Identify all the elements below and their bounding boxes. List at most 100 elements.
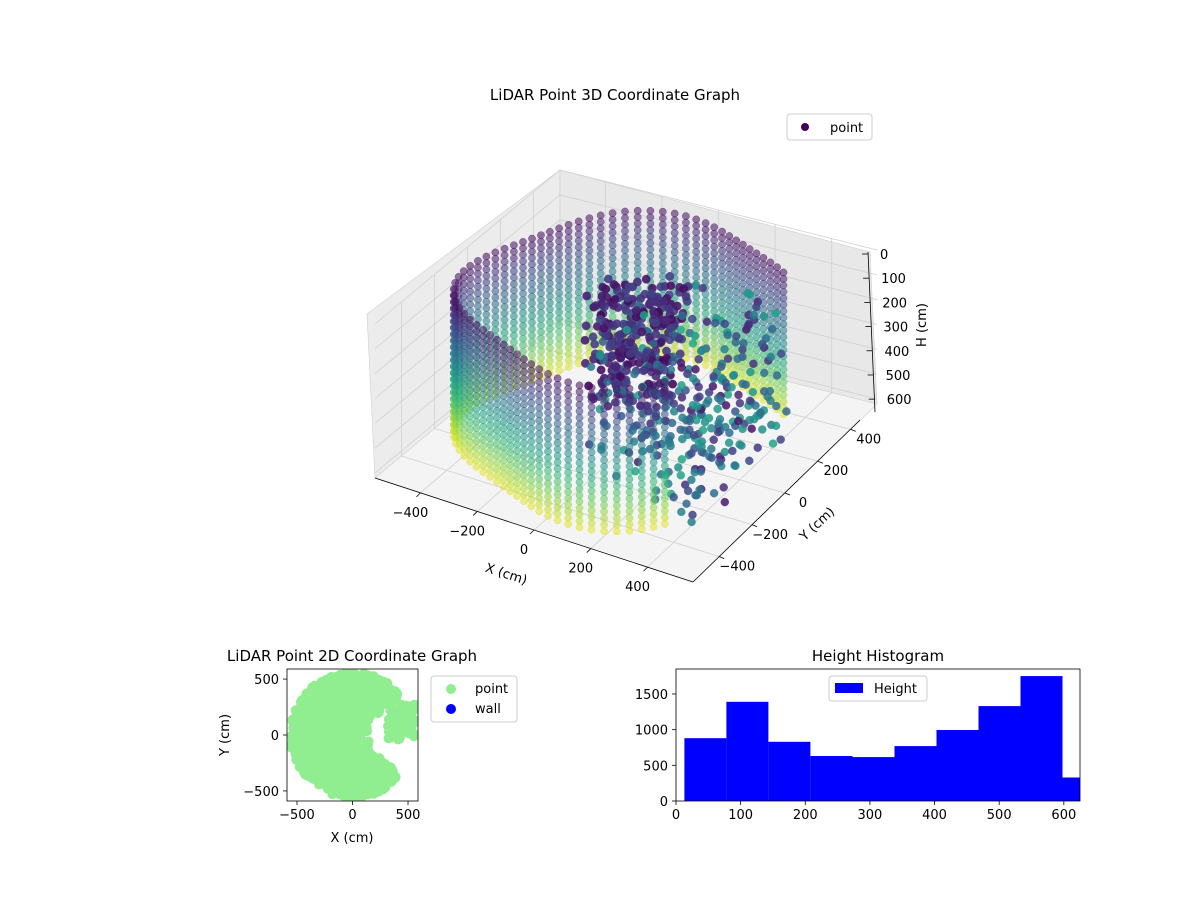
chart-3d-point bbox=[528, 266, 536, 275]
chart-2d-point bbox=[341, 742, 352, 753]
chart-3d-point bbox=[535, 468, 544, 477]
chart-3d-point bbox=[696, 467, 706, 476]
chart-3d-point bbox=[670, 241, 679, 250]
chart-3d-point bbox=[585, 240, 594, 248]
chart-3d-point bbox=[692, 490, 702, 500]
chart-3d-point bbox=[759, 266, 768, 275]
chart-3d-point bbox=[719, 483, 728, 492]
chart-3d-point bbox=[701, 258, 710, 266]
chart-3d-point bbox=[527, 411, 536, 420]
chart-3d-legend-marker bbox=[801, 123, 809, 131]
chart-3d-point bbox=[564, 384, 573, 393]
chart-2d-point bbox=[353, 792, 364, 801]
chart-3d-point bbox=[520, 400, 528, 409]
chart-3d-point bbox=[625, 397, 634, 406]
chart-3d-xtick bbox=[529, 529, 535, 535]
chart-3d-point bbox=[657, 337, 666, 347]
chart-3d-point bbox=[499, 482, 508, 491]
chart-3d-point bbox=[574, 230, 583, 239]
chart-3d-point bbox=[600, 527, 608, 535]
chart-3d-point bbox=[773, 269, 781, 278]
chart-3d-point bbox=[553, 426, 562, 434]
chart-3d-point bbox=[537, 328, 545, 336]
chart-3d-point bbox=[499, 405, 508, 413]
chart-3d-point bbox=[535, 397, 544, 406]
chart-3d-point bbox=[660, 442, 669, 451]
chart-3d-point bbox=[642, 348, 651, 358]
chart-3d-point bbox=[670, 222, 679, 231]
chart-3d-point bbox=[676, 404, 686, 413]
chart-3d-point bbox=[519, 257, 527, 266]
chart-3d-point bbox=[506, 416, 515, 425]
chart-3d-point bbox=[486, 350, 494, 359]
chart-3d-point bbox=[472, 437, 481, 446]
chart-3d-xtick-label: 200 bbox=[568, 562, 593, 577]
chart-3d-point bbox=[710, 358, 719, 367]
chart-3d-point bbox=[714, 418, 723, 428]
chart-3d-point bbox=[510, 338, 518, 346]
chart-3d-point bbox=[564, 227, 573, 236]
chart-3d-point bbox=[544, 505, 552, 514]
chart-3d-point bbox=[555, 340, 563, 349]
chart-3d-point bbox=[637, 506, 646, 514]
chart-3d-point bbox=[728, 446, 737, 456]
chart-3d-point bbox=[649, 419, 658, 428]
chart-3d-gridline-z bbox=[374, 169, 878, 325]
chart-3d-point bbox=[479, 435, 488, 444]
chart-3d-point bbox=[574, 256, 583, 264]
chart-3d-point bbox=[587, 493, 596, 502]
chart-3d-point bbox=[771, 309, 780, 318]
chart-3d-point bbox=[486, 427, 494, 436]
chart-3d-point bbox=[682, 257, 690, 266]
chart-3d-point bbox=[587, 390, 596, 398]
chart-2d-point bbox=[351, 711, 362, 722]
chart-3d-point bbox=[692, 254, 701, 262]
chart-3d-point bbox=[759, 279, 768, 288]
chart-3d-point bbox=[670, 229, 679, 237]
chart-3d-point bbox=[564, 417, 573, 425]
chart-3d-point bbox=[528, 241, 536, 249]
chart-3d-point bbox=[493, 381, 501, 389]
chart-3d-point bbox=[553, 445, 562, 454]
chart-3d-point bbox=[513, 350, 521, 359]
chart-3d-point bbox=[499, 411, 508, 420]
chart-3d-point bbox=[493, 445, 501, 454]
chart-3d-point bbox=[701, 277, 710, 286]
chart-2d-point bbox=[350, 703, 361, 714]
chart-histogram-title: Height Histogram bbox=[812, 647, 944, 665]
chart-3d-point bbox=[587, 461, 596, 470]
chart-3d-point bbox=[691, 281, 700, 290]
chart-3d-point bbox=[732, 275, 741, 283]
chart-histogram-bar bbox=[684, 738, 727, 801]
chart-3d-point bbox=[513, 434, 521, 442]
chart-3d-point bbox=[466, 431, 474, 440]
chart-3d-point bbox=[621, 214, 629, 222]
chart-3d-point bbox=[575, 478, 584, 487]
chart-3d-point bbox=[585, 278, 594, 287]
chart-3d-ytick bbox=[817, 460, 824, 464]
chart-3d-point bbox=[779, 339, 788, 348]
chart-3d-point bbox=[500, 270, 509, 279]
chart-3d-point bbox=[528, 350, 536, 359]
chart-3d-point bbox=[721, 422, 730, 432]
chart-3d-point bbox=[670, 261, 679, 270]
chart-3d-point bbox=[646, 239, 655, 247]
chart-3d-point bbox=[649, 406, 658, 415]
chart-3d-point bbox=[710, 339, 719, 348]
chart-3d-point bbox=[510, 280, 518, 288]
chart-3d-point bbox=[600, 514, 608, 523]
chart-3d-point bbox=[486, 363, 494, 372]
chart-3d-ztick-label: 200 bbox=[882, 296, 907, 311]
chart-3d-point bbox=[513, 389, 521, 397]
chart-3d-point bbox=[779, 287, 788, 296]
chart-3d-point bbox=[718, 285, 726, 294]
chart-3d-point bbox=[564, 337, 573, 345]
chart-3d-point bbox=[596, 211, 605, 220]
chart-3d-point bbox=[564, 404, 573, 412]
chart-3d-point bbox=[546, 266, 554, 275]
chart-3d-point bbox=[600, 417, 608, 426]
chart-3d-point bbox=[500, 264, 509, 272]
chart-3d-point bbox=[537, 295, 545, 304]
chart-3d-point bbox=[772, 371, 782, 380]
